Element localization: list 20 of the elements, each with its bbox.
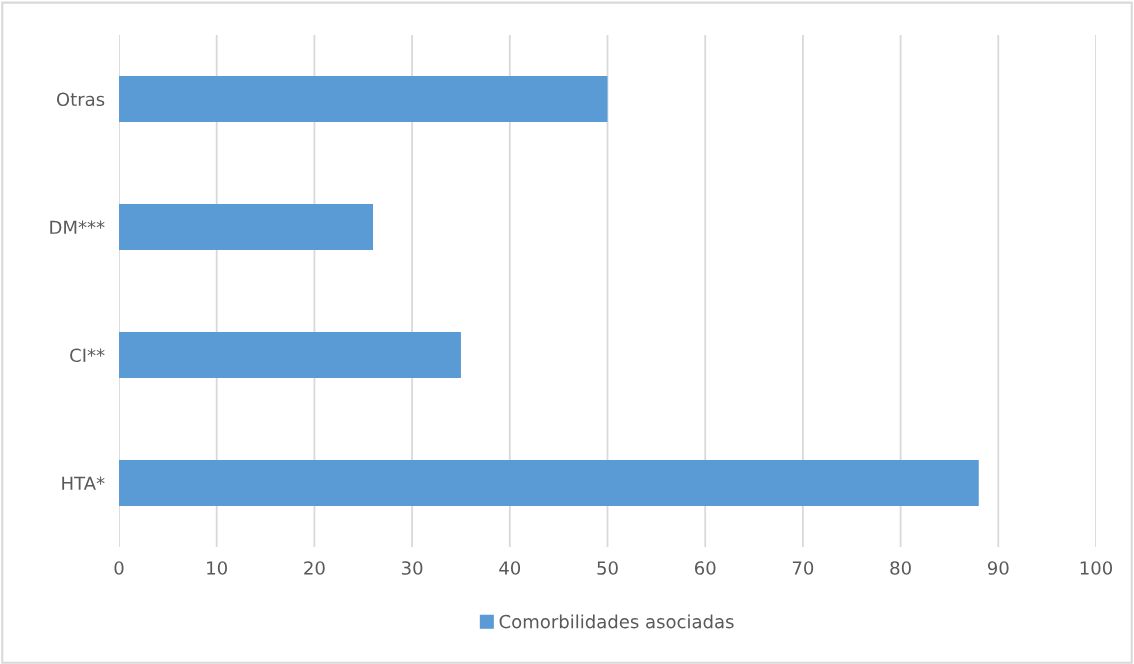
x-tick-label: 60 xyxy=(694,561,716,575)
bar xyxy=(119,331,461,379)
y-tick-label: Otras xyxy=(56,92,105,107)
x-tick-label: 0 xyxy=(114,561,124,575)
x-tick-label: 90 xyxy=(987,561,1009,575)
x-tick-label: 70 xyxy=(792,561,814,575)
x-tick-label: 50 xyxy=(597,561,618,575)
bar xyxy=(119,203,374,251)
x-tick-label: 10 xyxy=(207,561,227,575)
x-tick-label: 100 xyxy=(1080,561,1113,575)
bar xyxy=(119,75,608,123)
x-tick-label: 40 xyxy=(499,561,521,575)
y-tick-label: HTA* xyxy=(62,476,105,490)
y-tick-label: CI** xyxy=(70,348,105,363)
bar xyxy=(119,459,979,507)
x-tick-label: 30 xyxy=(401,561,423,575)
legend-label: Comorbilidades asociadas xyxy=(499,614,734,629)
x-tick-label: 80 xyxy=(890,561,911,575)
y-tick-label: DM*** xyxy=(50,220,105,234)
x-tick-label: 20 xyxy=(304,561,325,575)
